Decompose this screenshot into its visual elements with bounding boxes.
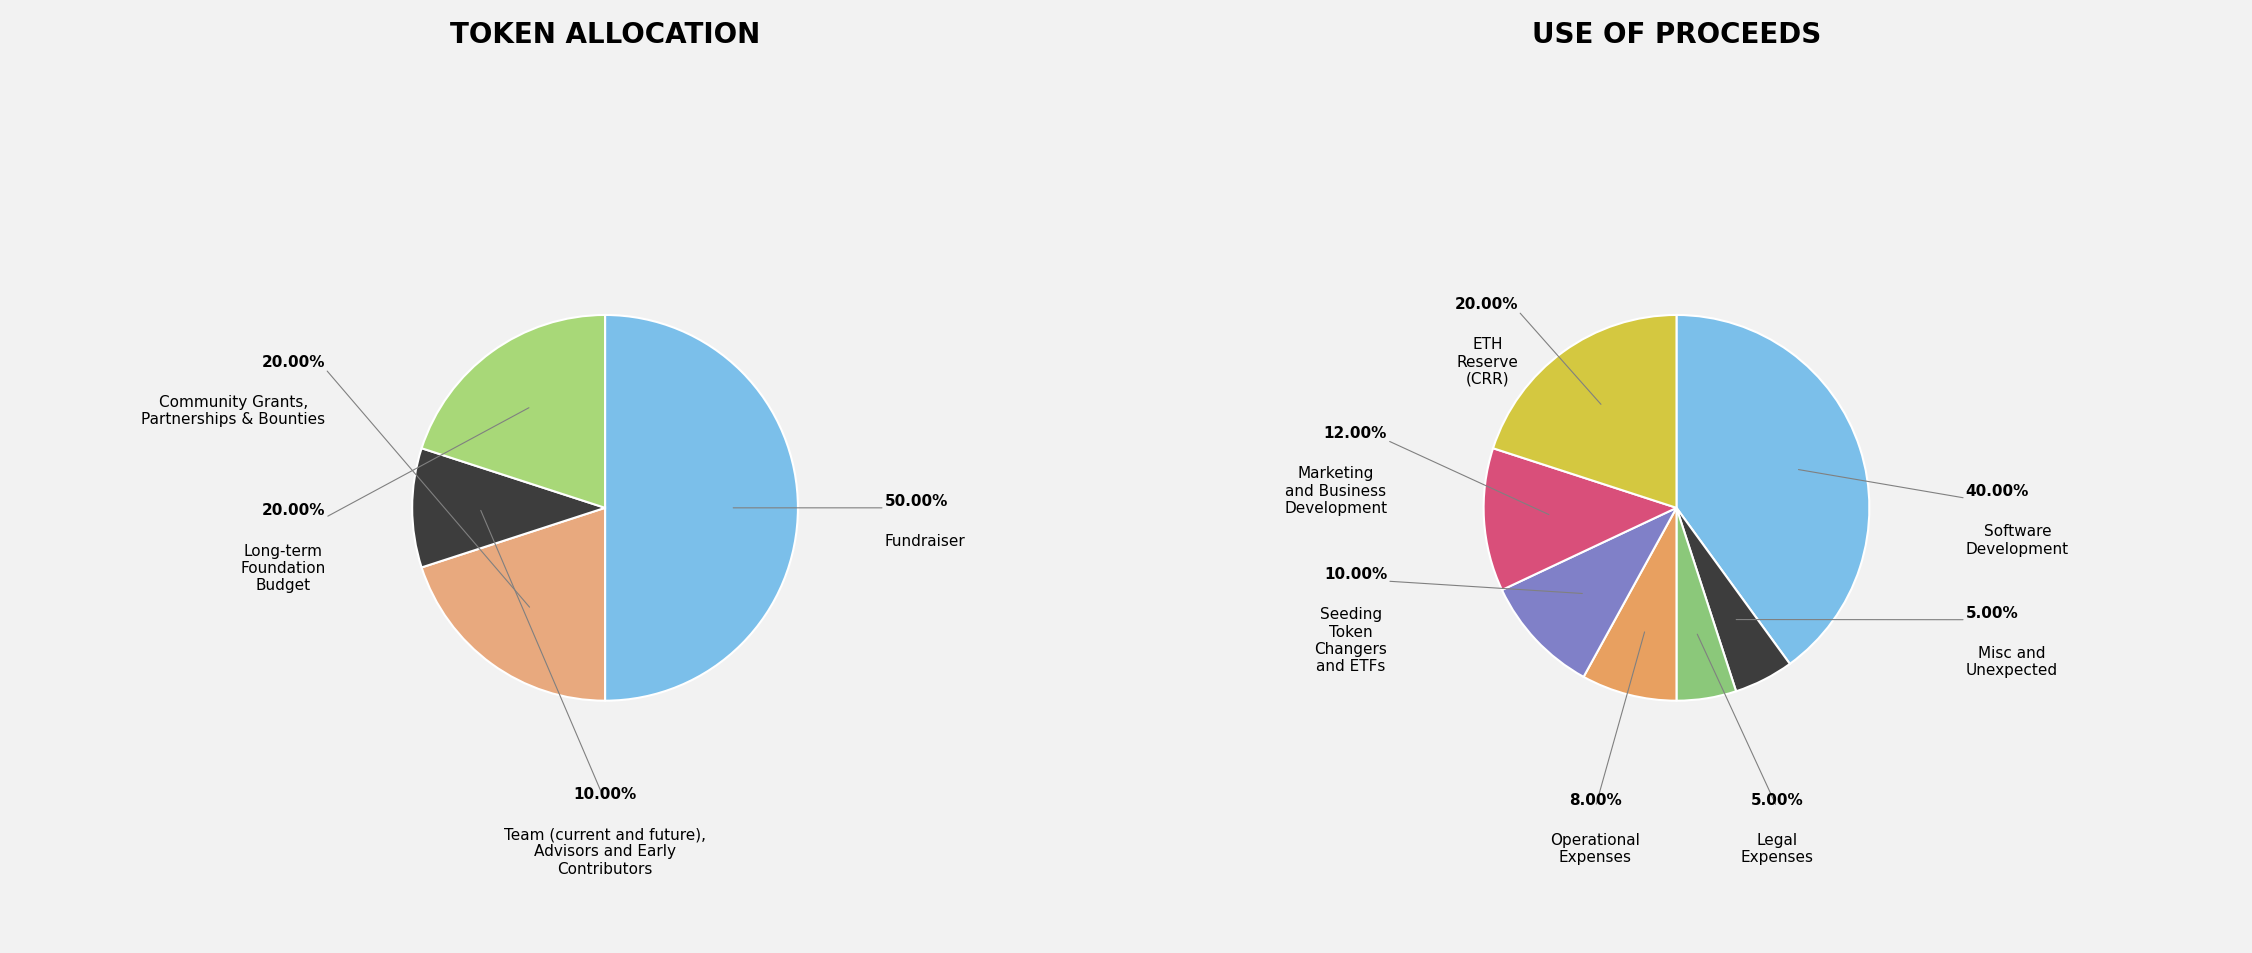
Wedge shape (412, 449, 606, 568)
Text: 20.00%: 20.00% (1455, 296, 1518, 312)
Wedge shape (421, 315, 606, 508)
Text: 5.00%: 5.00% (1750, 792, 1804, 807)
Text: 10.00%: 10.00% (574, 786, 637, 801)
Wedge shape (1675, 315, 1869, 664)
Title: TOKEN ALLOCATION: TOKEN ALLOCATION (450, 21, 761, 49)
Text: 40.00%: 40.00% (1966, 484, 2029, 498)
Wedge shape (1484, 449, 1675, 590)
Text: 12.00%: 12.00% (1324, 426, 1387, 441)
Wedge shape (1583, 508, 1675, 701)
Text: Seeding
Token
Changers
and ETFs: Seeding Token Changers and ETFs (1315, 606, 1387, 674)
Wedge shape (421, 508, 606, 701)
Text: Software
Development: Software Development (1966, 524, 2070, 557)
Text: Long-term
Foundation
Budget: Long-term Foundation Budget (241, 543, 324, 593)
Wedge shape (1502, 508, 1675, 678)
Text: Marketing
and Business
Development: Marketing and Business Development (1284, 466, 1387, 516)
Text: Misc and
Unexpected: Misc and Unexpected (1966, 645, 2058, 678)
Text: Operational
Expenses: Operational Expenses (1552, 832, 1639, 864)
Text: Fundraiser: Fundraiser (885, 534, 966, 548)
Text: ETH
Reserve
(CRR): ETH Reserve (CRR) (1457, 336, 1518, 387)
Text: 20.00%: 20.00% (261, 503, 324, 517)
Text: 20.00%: 20.00% (261, 355, 324, 370)
Title: USE OF PROCEEDS: USE OF PROCEEDS (1531, 21, 1822, 49)
Text: 8.00%: 8.00% (1570, 792, 1621, 807)
Wedge shape (1493, 315, 1675, 508)
Text: Community Grants,
Partnerships & Bounties: Community Grants, Partnerships & Bountie… (142, 395, 324, 427)
Text: 50.00%: 50.00% (885, 494, 948, 508)
Text: 10.00%: 10.00% (1324, 566, 1387, 581)
Wedge shape (1675, 508, 1736, 701)
Text: Team (current and future),
Advisors and Early
Contributors: Team (current and future), Advisors and … (504, 826, 707, 876)
Wedge shape (606, 315, 797, 701)
Wedge shape (1675, 508, 1790, 692)
Text: 5.00%: 5.00% (1966, 605, 2018, 620)
Text: Legal
Expenses: Legal Expenses (1741, 832, 1813, 864)
